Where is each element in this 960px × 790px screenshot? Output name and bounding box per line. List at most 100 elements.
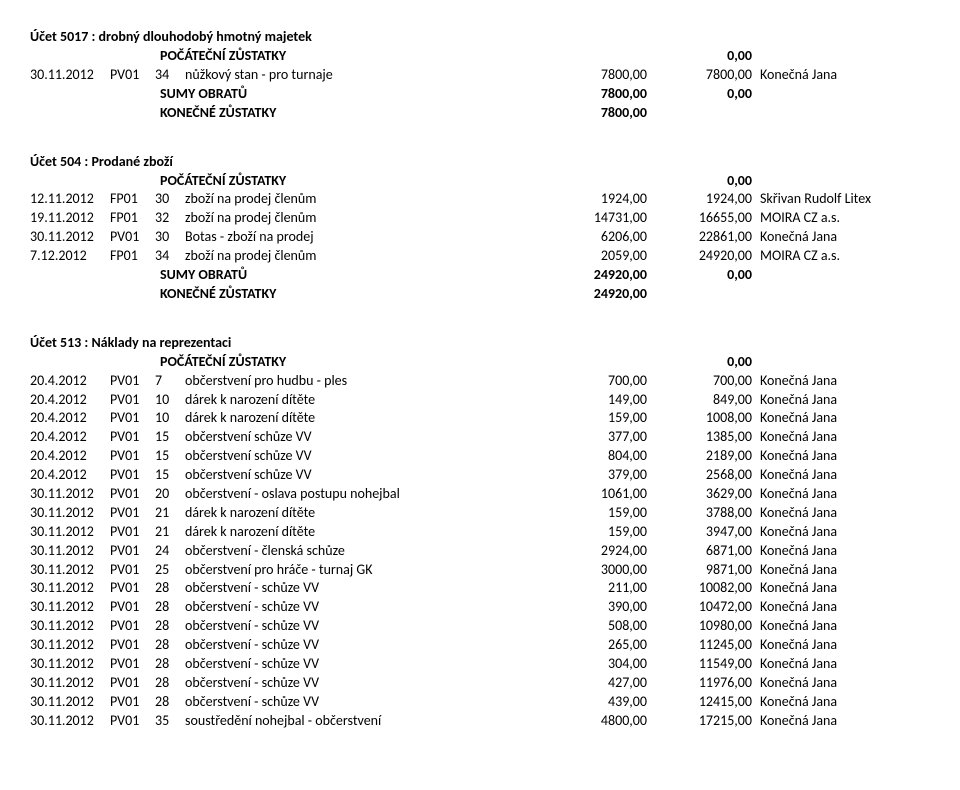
cell-running: 24920,00	[647, 247, 752, 266]
cell-party: Konečná Jana	[752, 66, 930, 85]
cell-party: MOIRA CZ a.s.	[752, 209, 930, 228]
cell-doc: FP01	[110, 247, 155, 266]
sum-value-2: 0,00	[647, 85, 752, 104]
cell-desc: zboží na prodej členům	[185, 247, 552, 266]
cell-amount: 390,00	[552, 598, 647, 617]
cell-date: 30.11.2012	[30, 712, 110, 731]
cell-party: Konečná Jana	[752, 674, 930, 693]
opening-label: POČÁTEČNÍ ZŮSTATKY	[160, 172, 552, 191]
cell-party: Konečná Jana	[752, 542, 930, 561]
cell-num: 20	[155, 485, 185, 504]
cell-running: 12415,00	[647, 693, 752, 712]
ledger-row: 30.11.2012PV0128občerstvení - schůze VV4…	[30, 674, 930, 693]
cell-num: 10	[155, 409, 185, 428]
cell-doc: PV01	[110, 523, 155, 542]
cell-running: 3629,00	[647, 485, 752, 504]
cell-date: 30.11.2012	[30, 228, 110, 247]
cell-doc: PV01	[110, 466, 155, 485]
cell-amount: 2924,00	[552, 542, 647, 561]
ledger-row: 20.4.2012PV017občerstvení pro hudbu - pl…	[30, 372, 930, 391]
cell-amount: 149,00	[552, 391, 647, 410]
cell-doc: PV01	[110, 579, 155, 598]
cell-running: 11976,00	[647, 674, 752, 693]
cell-party: Konečná Jana	[752, 617, 930, 636]
cell-date: 30.11.2012	[30, 504, 110, 523]
opening-label: POČÁTEČNÍ ZŮSTATKY	[160, 47, 552, 66]
cell-num: 15	[155, 466, 185, 485]
cell-amount: 379,00	[552, 466, 647, 485]
cell-party: Konečná Jana	[752, 447, 930, 466]
cell-amount: 508,00	[552, 617, 647, 636]
ledger-row: 30.11.2012PV0121dárek k narození dítěte1…	[30, 504, 930, 523]
cell-doc: PV01	[110, 391, 155, 410]
cell-party: Konečná Jana	[752, 579, 930, 598]
cell-doc: PV01	[110, 409, 155, 428]
ledger-row: 30.11.2012PV0128občerstvení - schůze VV2…	[30, 636, 930, 655]
cell-desc: soustředění nohejbal - občerstvení	[185, 712, 552, 731]
cell-date: 20.4.2012	[30, 466, 110, 485]
cell-doc: PV01	[110, 674, 155, 693]
cell-date: 30.11.2012	[30, 674, 110, 693]
cell-party: Konečná Jana	[752, 712, 930, 731]
cell-num: 34	[155, 66, 185, 85]
cell-doc: PV01	[110, 617, 155, 636]
sum-label: SUMY OBRATŮ	[160, 85, 552, 104]
cell-date: 20.4.2012	[30, 428, 110, 447]
cell-num: 32	[155, 209, 185, 228]
cell-num: 28	[155, 674, 185, 693]
cell-running: 700,00	[647, 372, 752, 391]
cell-amount: 211,00	[552, 579, 647, 598]
cell-running: 9871,00	[647, 561, 752, 580]
cell-amount: 3000,00	[552, 561, 647, 580]
cell-doc: FP01	[110, 190, 155, 209]
cell-num: 15	[155, 428, 185, 447]
cell-amount: 427,00	[552, 674, 647, 693]
cell-doc: PV01	[110, 485, 155, 504]
cell-desc: občerstvení - členská schůze	[185, 542, 552, 561]
cell-running: 6871,00	[647, 542, 752, 561]
cell-doc: PV01	[110, 504, 155, 523]
cell-running: 1924,00	[647, 190, 752, 209]
cell-desc: občerstvení - schůze VV	[185, 579, 552, 598]
cell-amount: 804,00	[552, 447, 647, 466]
cell-num: 21	[155, 504, 185, 523]
cell-num: 34	[155, 247, 185, 266]
cell-num: 15	[155, 447, 185, 466]
cell-amount: 265,00	[552, 636, 647, 655]
cell-num: 30	[155, 190, 185, 209]
cell-date: 20.4.2012	[30, 409, 110, 428]
cell-amount: 1924,00	[552, 190, 647, 209]
cell-desc: zboží na prodej členům	[185, 190, 552, 209]
cell-desc: občerstvení schůze VV	[185, 447, 552, 466]
cell-num: 28	[155, 655, 185, 674]
ledger-row: 30.11.2012PV0128občerstvení - schůze VV3…	[30, 655, 930, 674]
cell-num: 28	[155, 693, 185, 712]
ledger-row: 12.11.2012FP0130zboží na prodej členům19…	[30, 190, 930, 209]
cell-desc: občerstvení - schůze VV	[185, 655, 552, 674]
ledger-row: 30.11.2012PV0130Botas - zboží na prodej6…	[30, 228, 930, 247]
cell-running: 3788,00	[647, 504, 752, 523]
ledger-row: 20.4.2012PV0115občerstvení schůze VV804,…	[30, 447, 930, 466]
cell-desc: Botas - zboží na prodej	[185, 228, 552, 247]
cell-running: 849,00	[647, 391, 752, 410]
cell-doc: PV01	[110, 447, 155, 466]
cell-party: Konečná Jana	[752, 523, 930, 542]
cell-amount: 304,00	[552, 655, 647, 674]
ledger-row: 30.11.2012PV0128občerstvení - schůze VV5…	[30, 617, 930, 636]
cell-running: 10082,00	[647, 579, 752, 598]
cell-doc: PV01	[110, 561, 155, 580]
cell-party: Konečná Jana	[752, 655, 930, 674]
cell-desc: zboží na prodej členům	[185, 209, 552, 228]
account-title: Účet 513 : Náklady na reprezentaci	[30, 334, 930, 351]
cell-doc: PV01	[110, 428, 155, 447]
opening-label: POČÁTEČNÍ ZŮSTATKY	[160, 353, 552, 372]
cell-desc: občerstvení - schůze VV	[185, 636, 552, 655]
ledger-row: 20.4.2012PV0110dárek k narození dítěte14…	[30, 391, 930, 410]
cell-running: 22861,00	[647, 228, 752, 247]
cell-running: 1008,00	[647, 409, 752, 428]
cell-amount: 4800,00	[552, 712, 647, 731]
cell-amount: 377,00	[552, 428, 647, 447]
cell-num: 25	[155, 561, 185, 580]
cell-desc: nůžkový stan - pro turnaje	[185, 66, 552, 85]
cell-running: 16655,00	[647, 209, 752, 228]
